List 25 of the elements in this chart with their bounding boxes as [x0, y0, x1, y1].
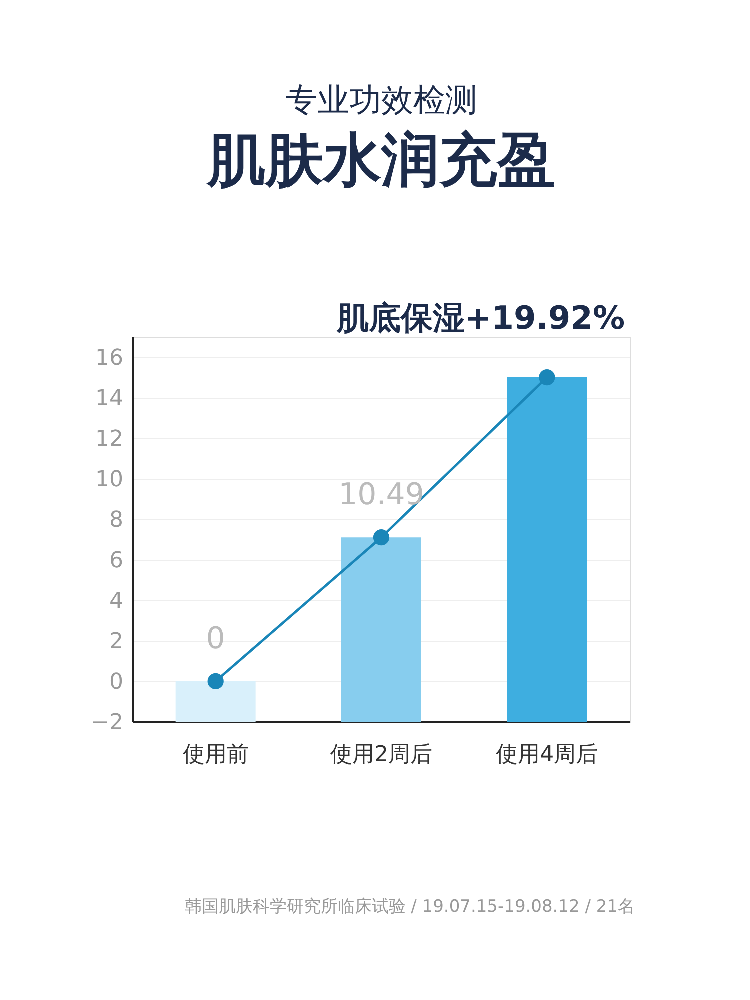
y-tick-label: 4: [110, 588, 124, 614]
bar: [507, 378, 588, 722]
y-tick-label: 10: [96, 467, 124, 492]
text: 肌底保湿+19.92%: [336, 299, 625, 337]
point: [208, 673, 224, 690]
text: 韩国肌肤科学研究所临床试验 / 19.07.15-19.08.12 / 21名: [184, 897, 635, 917]
y-tick-label: 8: [110, 508, 124, 533]
y-tick-label: 2: [110, 629, 124, 654]
y-tick-label: −2: [91, 710, 124, 736]
y-tick-label: 16: [96, 346, 124, 371]
bar: [176, 681, 256, 722]
x-tick-label: 使用前: [182, 742, 249, 768]
y-tick-label: 12: [96, 426, 124, 452]
annotation: 0: [206, 621, 226, 656]
y-tick-label: 14: [96, 386, 124, 412]
y-tick-label: 6: [110, 548, 124, 574]
x-tick-label: 使用2周后: [330, 742, 432, 768]
chart-subtitle: 肌肤水润充盈: [206, 126, 556, 194]
x-tick-label: 使用4周后: [496, 742, 598, 768]
annotation: 10.49: [338, 478, 424, 513]
point: [539, 369, 556, 386]
bar: [342, 538, 422, 722]
chart-title: 专业功效检测: [286, 81, 478, 119]
y-tick-label: 0: [110, 670, 124, 695]
point: [373, 530, 390, 546]
